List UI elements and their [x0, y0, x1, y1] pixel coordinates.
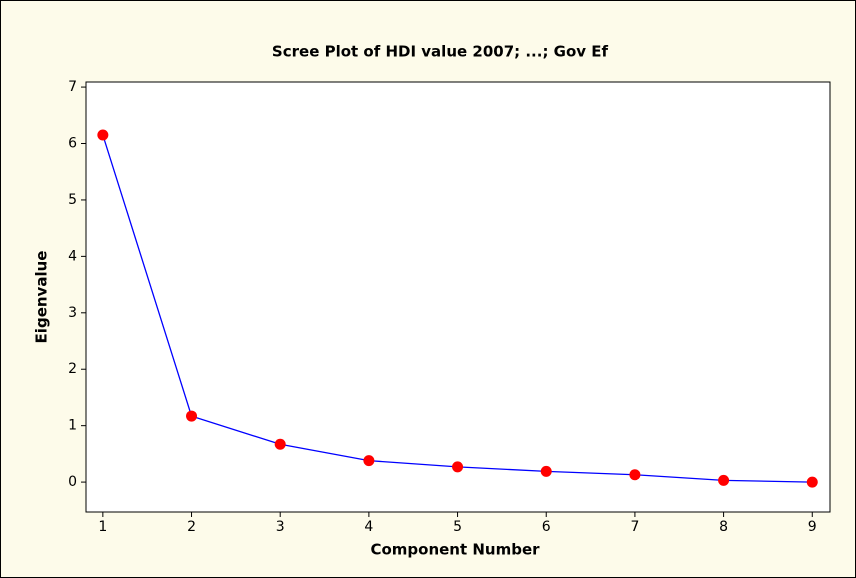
- x-tick-label: 6: [542, 519, 551, 535]
- data-point: [186, 410, 198, 422]
- data-point: [274, 438, 286, 450]
- data-point: [540, 465, 552, 477]
- data-point: [363, 455, 375, 467]
- x-tick-label: 9: [808, 519, 817, 535]
- data-point: [806, 476, 818, 488]
- y-axis-label: Eigenvalue: [33, 251, 51, 344]
- y-tick-label: 7: [68, 79, 77, 95]
- x-tick-label: 1: [98, 519, 107, 535]
- x-tick-label: 5: [453, 519, 462, 535]
- x-axis-label: Component Number: [370, 541, 540, 559]
- x-tick-label: 4: [364, 519, 373, 535]
- y-tick-label: 2: [68, 361, 77, 377]
- y-tick-label: 5: [68, 192, 77, 208]
- chart-title: Scree Plot of HDI value 2007; ...; Gov E…: [272, 43, 609, 61]
- x-tick-label: 7: [630, 519, 639, 535]
- data-point: [718, 474, 730, 486]
- x-tick-label: 3: [276, 519, 285, 535]
- data-point: [97, 129, 109, 141]
- x-tick-label: 8: [719, 519, 728, 535]
- y-tick-label: 3: [68, 305, 77, 321]
- y-tick-label: 1: [68, 418, 77, 434]
- y-tick-label: 4: [68, 248, 77, 264]
- y-tick-label: 0: [68, 474, 77, 490]
- data-point: [452, 461, 464, 473]
- data-point: [629, 469, 641, 481]
- plot-area: [85, 81, 831, 513]
- x-tick-label: 2: [187, 519, 196, 535]
- y-tick-label: 6: [68, 136, 77, 152]
